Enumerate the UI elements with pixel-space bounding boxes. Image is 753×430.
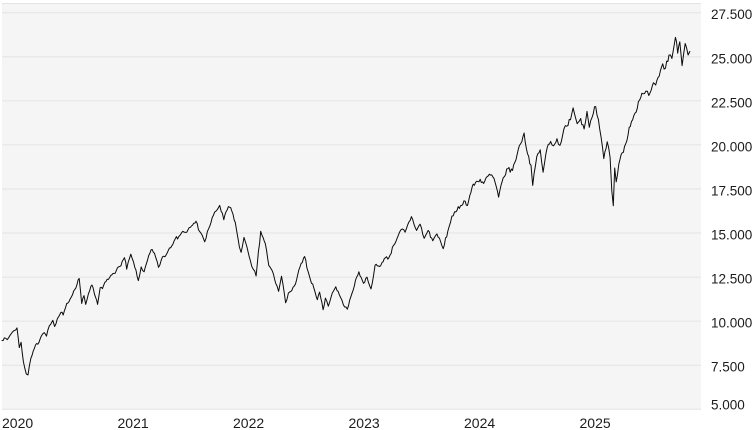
y-axis-tick-label: 7.500 — [711, 360, 745, 375]
y-axis-tick-label: 27.500 — [711, 7, 752, 22]
gridlines — [2, 3, 701, 410]
price-line — [1, 36, 691, 376]
plot-area — [2, 3, 701, 409]
x-axis-tick-label: 2025 — [580, 415, 611, 430]
x-axis-tick-label: 2022 — [233, 415, 264, 430]
x-axis-tick-labels: 2020 2021 2022 2023 2024 2025 — [2, 415, 611, 430]
x-axis-tick-label: 2020 — [2, 415, 33, 430]
y-axis-tick-labels: 27.500 25.000 22.500 20.000 17.500 15.000 12.5… — [711, 7, 752, 412]
y-axis-tick-label: 12.500 — [711, 272, 752, 287]
y-axis-tick-label: 22.500 — [711, 95, 752, 110]
y-axis-tick-label: 25.000 — [711, 51, 752, 66]
y-axis-tick-label: 20.000 — [711, 139, 752, 154]
x-axis-tick-label: 2021 — [118, 415, 149, 430]
y-axis-tick-label: 5.000 — [711, 398, 745, 413]
y-axis-tick-label: 10.000 — [711, 316, 752, 331]
y-axis-tick-label: 15.000 — [711, 228, 752, 243]
x-axis-tick-label: 2023 — [349, 415, 380, 430]
x-axis-tick-label: 2024 — [464, 415, 495, 430]
y-axis-tick-label: 17.500 — [711, 183, 752, 198]
